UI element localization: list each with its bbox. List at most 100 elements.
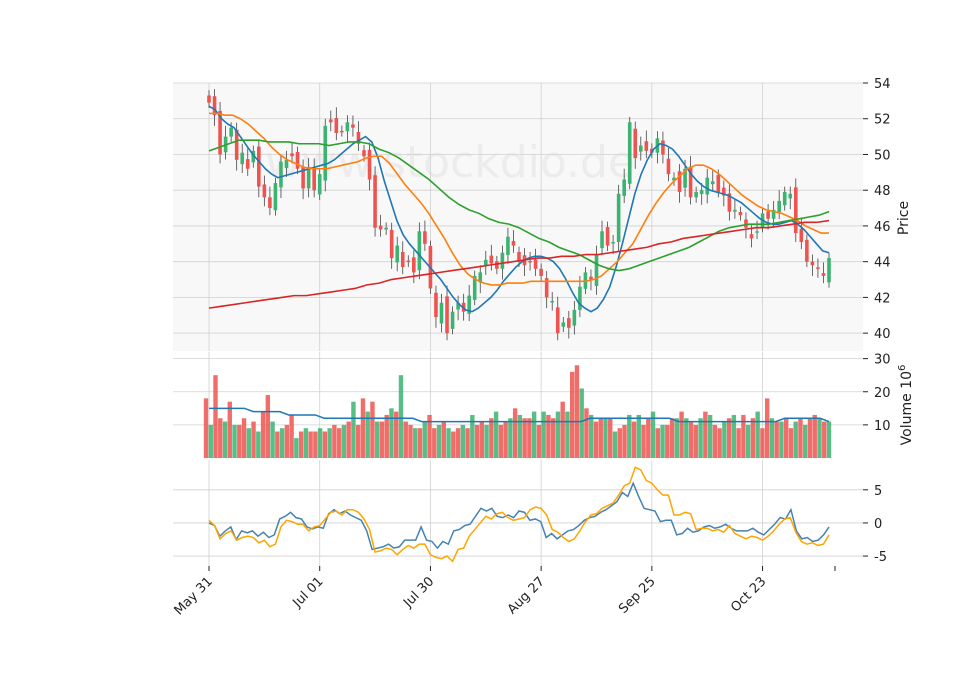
volume-bar: [517, 414, 523, 458]
y-tick-label: 0: [874, 517, 882, 532]
volume-bar: [774, 421, 779, 458]
volume-bar: [717, 428, 722, 458]
candle-body: [539, 268, 543, 276]
candle-body: [622, 179, 626, 196]
volume-bar: [684, 418, 689, 458]
candle-body: [207, 95, 211, 103]
candle-body: [301, 166, 305, 189]
volume-bar: [812, 414, 817, 458]
candle-body: [777, 200, 781, 212]
volume-bar: [503, 421, 508, 458]
moving-average-line: [208, 219, 830, 309]
volume-bar: [203, 398, 209, 458]
candle-body: [683, 168, 687, 188]
volume-bar: [413, 428, 418, 458]
volume-bar: [541, 411, 546, 458]
volume-bar: [455, 428, 461, 458]
candle-body: [511, 240, 516, 246]
volume-bar: [317, 428, 323, 458]
volume-bar: [355, 424, 361, 458]
candle-body: [666, 158, 671, 175]
volume-bar: [336, 428, 342, 458]
volume-bar: [279, 428, 285, 458]
volume-bar: [365, 411, 370, 458]
candle-body: [699, 190, 704, 195]
candle-body: [245, 159, 250, 169]
volume-bar: [384, 414, 389, 458]
volume-bar: [788, 428, 794, 458]
candle-body: [218, 110, 222, 155]
volume-bar: [779, 421, 784, 458]
candle-body: [821, 273, 826, 276]
volume-bar: [208, 424, 213, 458]
volume-bar: [622, 424, 627, 458]
volume-bar: [745, 424, 751, 458]
volume-bar: [817, 418, 822, 458]
moving-average-line: [208, 105, 830, 313]
volume-bar: [536, 424, 542, 458]
volume-bar: [322, 431, 328, 458]
volume-bar: [270, 421, 275, 458]
volume-bar: [707, 414, 713, 458]
volume-bar: [736, 428, 741, 458]
volume-bar: [807, 418, 813, 458]
x-tick-label: Oct 23: [728, 574, 769, 615]
candle-body: [578, 286, 582, 310]
candle-body: [423, 231, 427, 244]
candle-body: [561, 322, 566, 327]
candle-body: [500, 252, 505, 269]
candle-body: [439, 302, 444, 324]
volume-bar: [222, 421, 228, 458]
candle-body: [771, 209, 776, 219]
volume-bar: [565, 411, 570, 458]
volume-bar: [764, 398, 770, 458]
x-tick-label: Jul 01: [290, 574, 327, 611]
candle-body: [567, 318, 571, 328]
volume-axis-label: Volume 106: [897, 365, 915, 446]
volume-bar: [669, 418, 675, 458]
volume-bar: [531, 411, 537, 458]
volume-bar: [698, 418, 703, 458]
volume-bar: [394, 411, 399, 458]
candle-body: [782, 191, 787, 206]
volume-bar: [493, 411, 499, 458]
volume-bar: [798, 418, 803, 458]
volume-bar: [608, 418, 613, 458]
candle-body: [356, 131, 361, 144]
volume-bar: [346, 421, 351, 458]
volume-bar: [389, 408, 394, 458]
candle-body: [506, 236, 510, 255]
candle-body: [345, 122, 350, 132]
volume-bar: [375, 421, 380, 458]
volume-bar: [241, 418, 247, 458]
candle-body: [229, 127, 233, 137]
y-tick-label: 20: [874, 386, 891, 401]
candle-body: [478, 272, 483, 283]
volume-bar: [688, 421, 694, 458]
volume-bar: [237, 424, 242, 458]
volume-bar: [712, 424, 718, 458]
volume-bar: [679, 411, 684, 458]
volume-bar: [579, 388, 584, 458]
volume-bar: [256, 431, 261, 458]
volume-bar: [408, 424, 413, 458]
volume-bar: [603, 418, 608, 458]
volume-bar: [465, 428, 470, 458]
volume-bar: [489, 418, 494, 458]
volume-bar: [284, 424, 290, 458]
candle-body: [555, 307, 560, 334]
candle-body: [605, 227, 610, 246]
volume-bar: [275, 431, 280, 458]
candle-body: [251, 150, 256, 163]
volume-bar: [479, 421, 485, 458]
candle-body: [733, 209, 737, 212]
volume-bar: [332, 424, 337, 458]
candle-body: [240, 152, 245, 165]
volume-bar: [484, 424, 489, 458]
y-tick-label: 46: [874, 220, 891, 235]
candle-body: [749, 234, 754, 239]
candle-body: [295, 151, 300, 169]
volume-bar: [294, 438, 299, 458]
oscillator-line: [208, 466, 830, 563]
x-tick-label: Sep 25: [616, 574, 659, 617]
